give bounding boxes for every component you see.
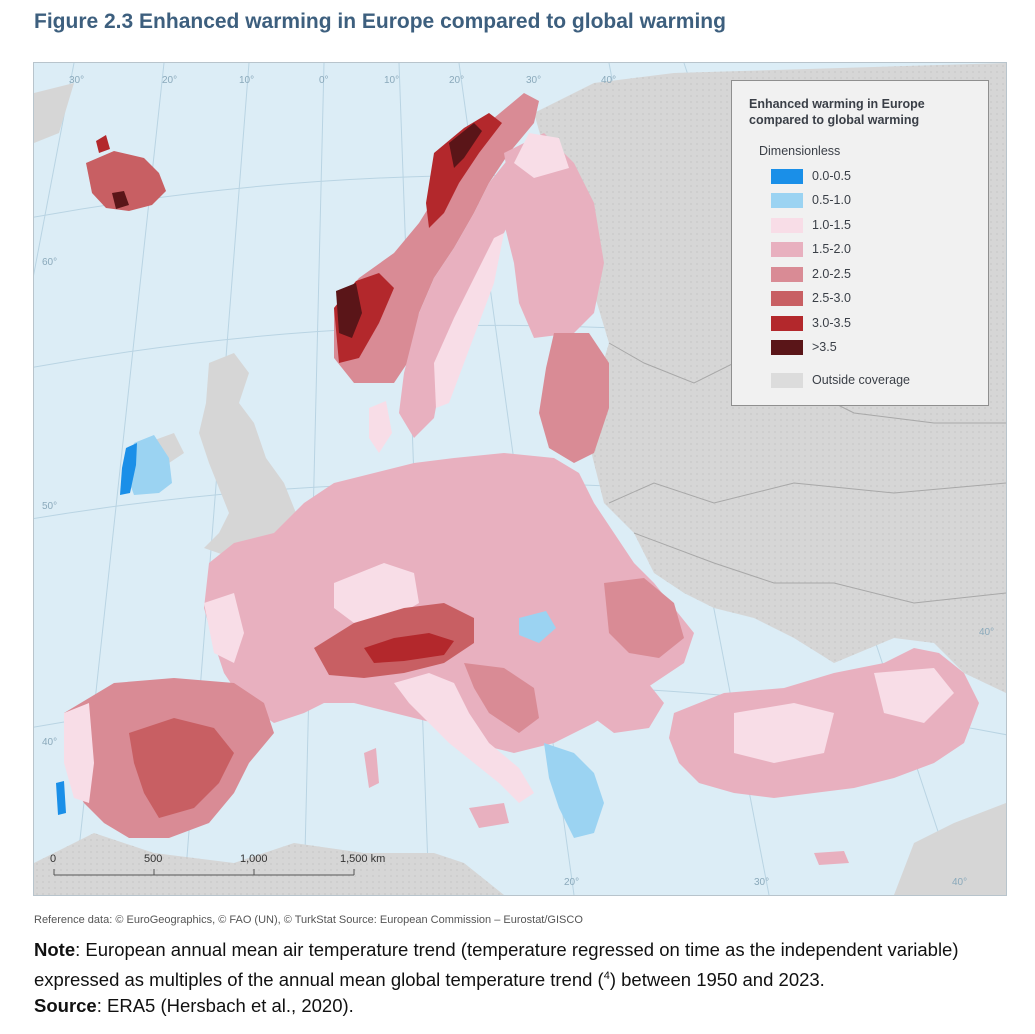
source-text: : ERA5 (Hersbach et al., 2020). xyxy=(96,995,354,1016)
grat-label-40e-bottom: 40° xyxy=(952,877,967,888)
graticule-labels: 30° 20° 10° 0° 10° 20° 30° 40° 60° 50° 4… xyxy=(42,75,994,888)
grat-label-20e-bottom: 20° xyxy=(564,877,579,888)
legend-label: 0.5-1.0 xyxy=(812,193,851,207)
legend-label: 1.0-1.5 xyxy=(812,218,851,232)
legend-item: 2.5-3.0 xyxy=(771,289,851,307)
continental-europe xyxy=(204,453,849,865)
legend-label: 2.0-2.5 xyxy=(812,267,851,281)
grat-label-40n: 40° xyxy=(42,737,57,748)
grat-label-20e: 20° xyxy=(449,75,464,86)
scandinavia xyxy=(334,93,604,453)
legend-swatch xyxy=(771,217,803,233)
scale-tick-1500: 1,500 km xyxy=(340,853,385,865)
legend-item: 0.5-1.0 xyxy=(771,191,851,209)
grat-label-30e: 30° xyxy=(526,75,541,86)
grat-label-60n: 60° xyxy=(42,257,57,268)
legend-item: 1.5-2.0 xyxy=(771,240,851,258)
note-footnote-ref[interactable]: 4 xyxy=(603,970,610,982)
legend-label: 1.5-2.0 xyxy=(812,242,851,256)
legend-swatch xyxy=(771,290,803,306)
source-label: Source xyxy=(34,995,97,1016)
legend-label: >3.5 xyxy=(812,340,837,354)
iberia xyxy=(56,678,274,838)
legend-item-outside: Outside coverage xyxy=(771,371,910,389)
grat-label-30w: 30° xyxy=(69,75,84,86)
note-label: Note xyxy=(34,939,76,960)
ireland xyxy=(120,435,172,495)
legend-swatch xyxy=(771,315,803,331)
legend-swatch xyxy=(771,168,803,184)
grat-label-10w: 10° xyxy=(239,75,254,86)
iceland xyxy=(86,135,166,211)
legend-swatch xyxy=(771,266,803,282)
scale-tick-0: 0 xyxy=(50,853,56,865)
grat-label-50n: 50° xyxy=(42,501,57,512)
scale-tick-1000: 1,000 xyxy=(240,853,268,865)
figure-title: Figure 2.3 Enhanced warming in Europe co… xyxy=(34,10,726,33)
grat-label-30e-bottom: 30° xyxy=(754,877,769,888)
note-text: : European annual mean air temperature t… xyxy=(34,939,959,991)
legend-label: 2.5-3.0 xyxy=(812,291,851,305)
legend-item: 1.0-1.5 xyxy=(771,216,851,234)
figure-note: Note: European annual mean air temperatu… xyxy=(34,936,1014,993)
reference-data: Reference data: © EuroGeographics, © FAO… xyxy=(34,914,583,926)
turkey xyxy=(669,648,979,798)
legend-label: Outside coverage xyxy=(812,373,910,387)
legend-label: 3.0-3.5 xyxy=(812,316,851,330)
grat-label-40n-right: 40° xyxy=(979,627,994,638)
map-legend: Enhanced warming in Europe compared to g… xyxy=(731,80,989,406)
legend-units: Dimensionless xyxy=(759,144,841,158)
legend-swatch xyxy=(771,372,803,388)
figure-source: Source: ERA5 (Hersbach et al., 2020). xyxy=(34,995,354,1017)
baltics xyxy=(539,333,609,463)
grat-label-40e: 40° xyxy=(601,75,616,86)
scale-bar: 0 500 1,000 1,500 km xyxy=(50,853,385,876)
legend-item: 3.0-3.5 xyxy=(771,314,851,332)
legend-item: 2.0-2.5 xyxy=(771,265,851,283)
grat-label-20w: 20° xyxy=(162,75,177,86)
legend-swatch xyxy=(771,339,803,355)
grat-label-10e: 10° xyxy=(384,75,399,86)
scale-tick-500: 500 xyxy=(144,853,162,865)
note-text-end: ) between 1950 and 2023. xyxy=(609,969,825,991)
legend-item: >3.5 xyxy=(771,338,837,356)
legend-swatch xyxy=(771,192,803,208)
legend-swatch xyxy=(771,241,803,257)
legend-item: 0.0-0.5 xyxy=(771,167,851,185)
grat-label-0: 0° xyxy=(319,75,329,86)
legend-label: 0.0-0.5 xyxy=(812,169,851,183)
legend-title: Enhanced warming in Europe compared to g… xyxy=(749,97,925,127)
